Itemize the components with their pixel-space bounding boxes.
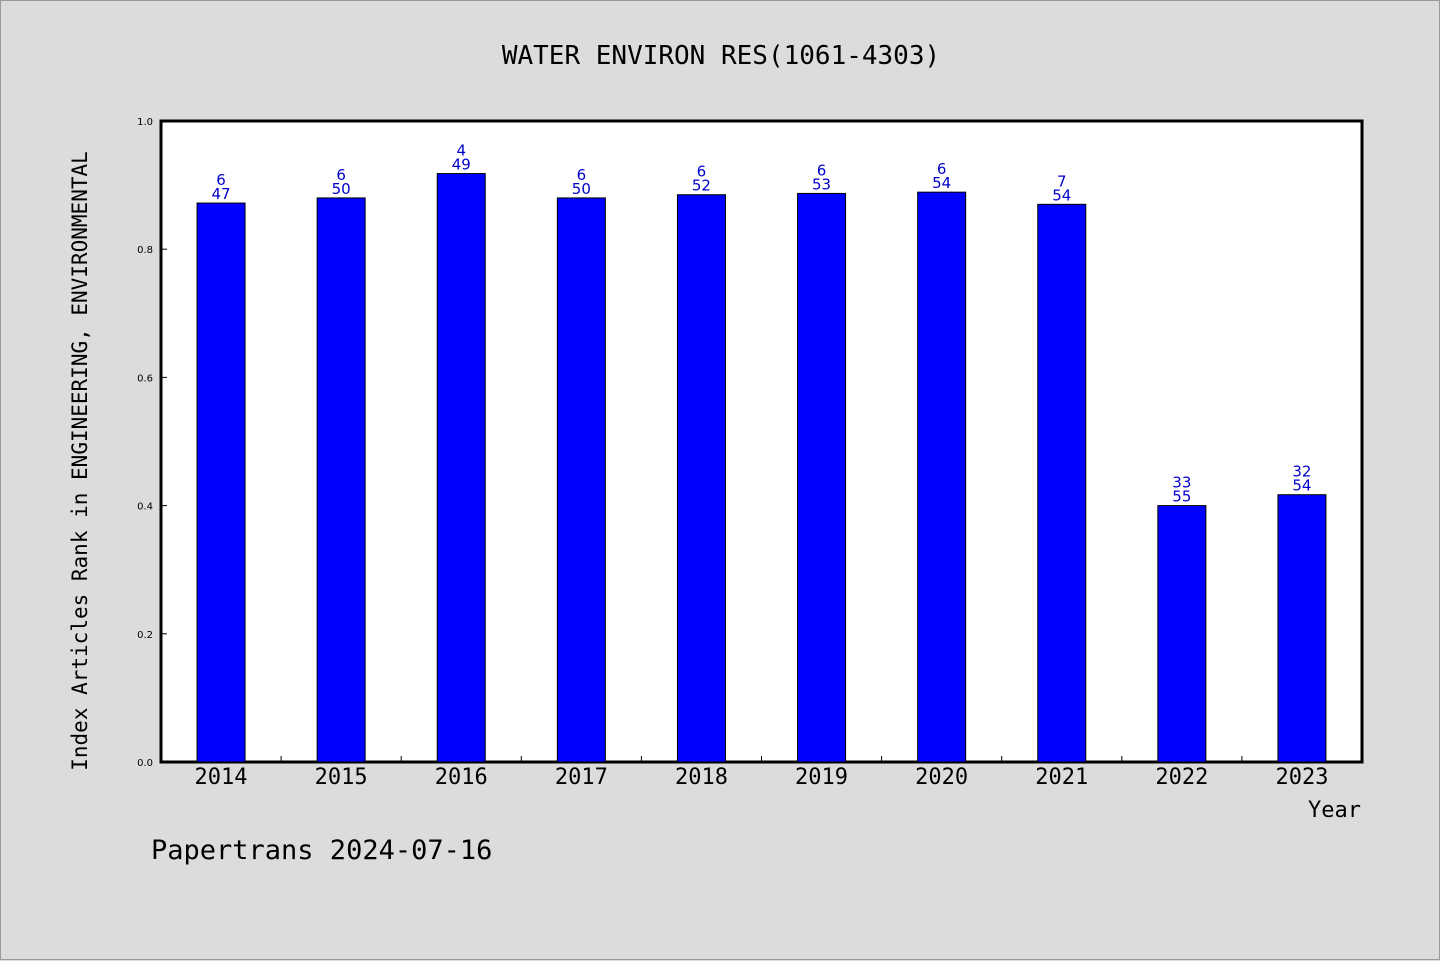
- bar-label-bottom: 54: [1292, 477, 1311, 495]
- x-tick-label: 2019: [795, 765, 848, 790]
- bar-2022: [1157, 505, 1207, 763]
- bar-label-bottom: 49: [452, 156, 471, 174]
- bar-2014: [196, 202, 246, 763]
- x-tick-label: 2017: [555, 765, 608, 790]
- bar-2023: [1277, 494, 1327, 763]
- y-tick-label: 0.6: [137, 373, 153, 384]
- bar-2015: [316, 197, 366, 763]
- bar-label-top: 33: [1172, 474, 1191, 492]
- bar-2018: [676, 194, 726, 763]
- bar-2017: [556, 197, 606, 763]
- y-tick-label: 0.4: [137, 502, 153, 513]
- bar-series: [196, 173, 1327, 763]
- bar-2021: [1037, 203, 1087, 763]
- x-tick-label: 2014: [195, 765, 248, 790]
- bar-label-top: 32: [1292, 463, 1311, 481]
- y-axis: 0.0 0.2 0.4 0.6 0.8 1.0: [137, 117, 167, 769]
- x-tick-label: 2021: [1035, 765, 1088, 790]
- y-tick-label: 0.2: [137, 630, 153, 641]
- chart-title: WATER ENVIRON RES(1061-4303): [502, 41, 940, 71]
- x-tick-label: 2022: [1155, 765, 1208, 790]
- bar-label-top: 6: [697, 163, 707, 181]
- bar-label-top: 7: [1057, 172, 1067, 190]
- bar-label-bottom: 54: [932, 174, 951, 192]
- bar-label-top: 6: [817, 161, 827, 179]
- bar-label-top: 6: [216, 171, 226, 189]
- x-axis-label: Year: [1308, 798, 1361, 823]
- bar-label-bottom: 47: [212, 185, 231, 203]
- y-tick-label: 0.8: [137, 245, 153, 256]
- bar-label-bottom: 55: [1172, 488, 1191, 506]
- bar-label-bottom: 50: [572, 180, 591, 198]
- bar-label-top: 4: [456, 142, 466, 160]
- x-tick-label: 2016: [435, 765, 488, 790]
- y-tick-label: 0.0: [137, 758, 153, 769]
- bar-label-bottom: 50: [332, 180, 351, 198]
- bar-label-top: 6: [937, 160, 947, 178]
- y-axis-label: Index Articles Rank in ENGINEERING, ENVI…: [68, 151, 92, 771]
- x-tick-label: 2023: [1275, 765, 1328, 790]
- x-tick-label: 2020: [915, 765, 968, 790]
- x-tick-label: 2015: [315, 765, 368, 790]
- bar-label-bottom: 53: [812, 175, 831, 193]
- bar-label-top: 6: [336, 166, 346, 184]
- x-tick-label: 2018: [675, 765, 728, 790]
- y-tick-label: 1.0: [137, 117, 153, 128]
- bar-label-bottom: 52: [692, 177, 711, 195]
- bar-2019: [797, 192, 847, 763]
- x-axis: 2014 2015 2016 2017 2018 2019 2020 2021 2022 2023: [195, 756, 1328, 790]
- footer-credit: Papertrans 2024-07-16: [151, 835, 493, 866]
- bar-label-top: 6: [577, 166, 587, 184]
- bar-2020: [917, 191, 967, 763]
- bar-2016: [436, 173, 486, 763]
- bar-label-bottom: 54: [1052, 186, 1071, 204]
